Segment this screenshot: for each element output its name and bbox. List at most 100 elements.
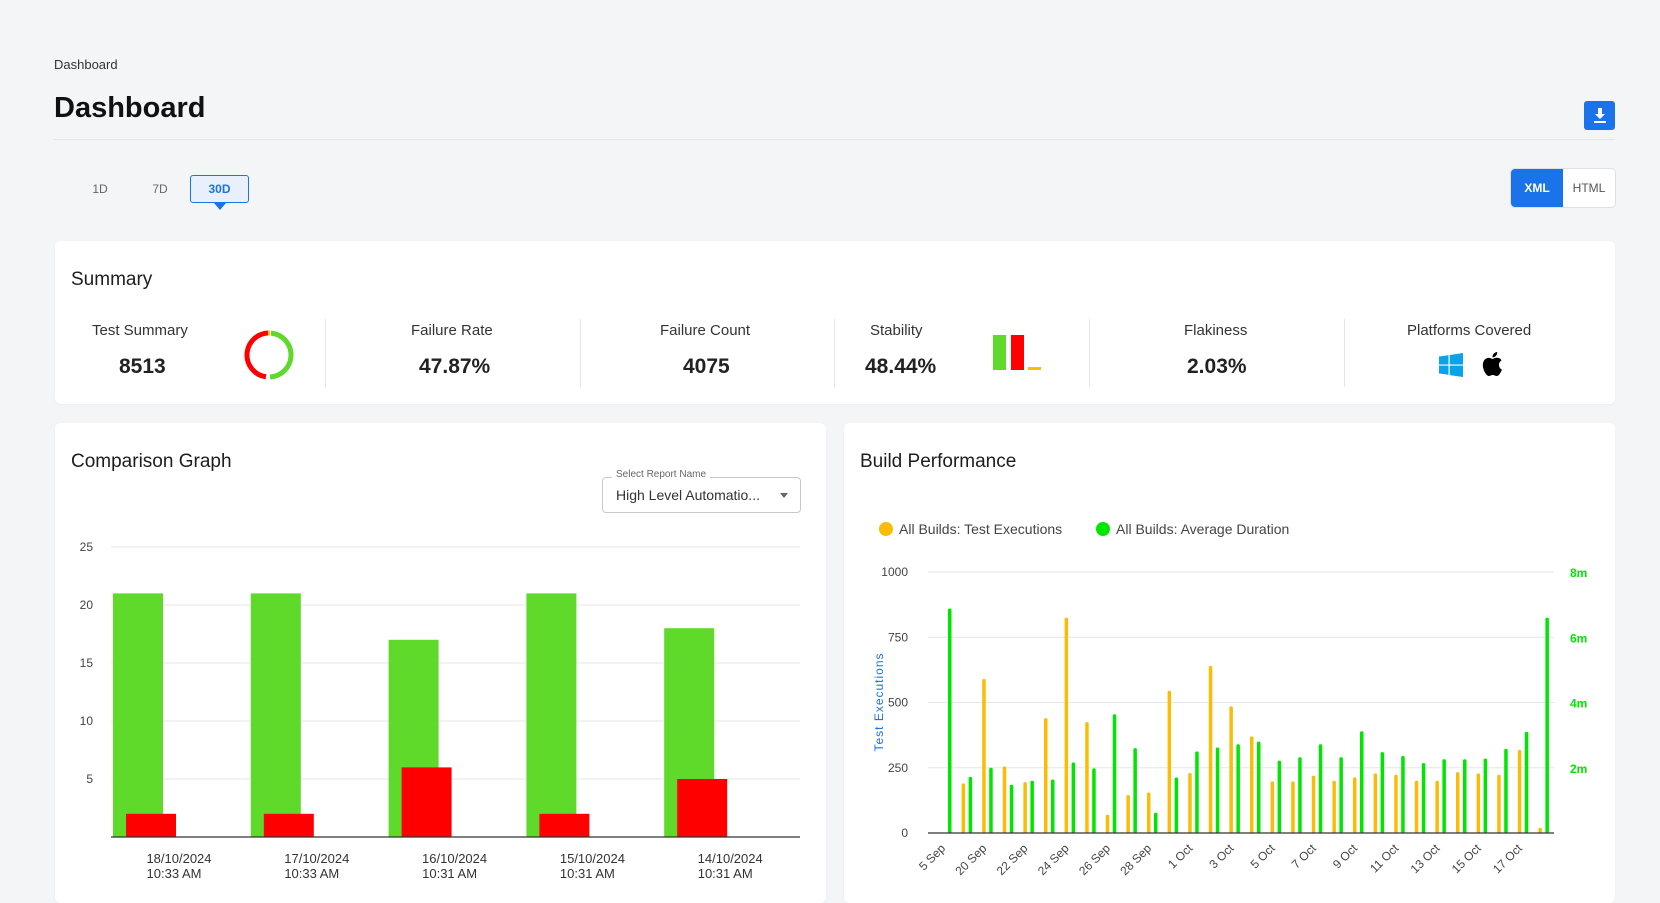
- duration-bar: [1524, 731, 1529, 833]
- x-tick-label: 10:31 AM: [560, 866, 615, 881]
- download-icon: [1593, 107, 1606, 123]
- duration-bar: [1051, 779, 1055, 833]
- y2-tick-label: 2m: [1570, 762, 1587, 776]
- build-performance-chart: All Builds: Test Executions All Builds: A…: [872, 521, 1587, 878]
- executions-bar: [1229, 706, 1233, 833]
- duration-bar: [1071, 762, 1076, 833]
- duration-bar: [1277, 760, 1282, 833]
- executions-bar: [1064, 617, 1069, 833]
- y-axis-title: Test Executions: [872, 652, 886, 751]
- duration-bar: [948, 608, 952, 833]
- tab-30d[interactable]: 30D: [190, 175, 249, 210]
- x-tick-label: 10:33 AM: [147, 866, 202, 881]
- header-divider: [54, 139, 1615, 140]
- executions-bar: [961, 783, 966, 833]
- summary-title: Summary: [71, 269, 153, 290]
- executions-bar: [1291, 781, 1295, 833]
- xml-button[interactable]: XML: [1511, 169, 1563, 207]
- executions-bar: [1002, 766, 1007, 833]
- duration-bar: [1401, 756, 1405, 833]
- stability-bars-icon: [993, 335, 1041, 370]
- duration-bar: [1030, 780, 1034, 833]
- summary-card: Summary Test Summary 8513 Failure Rate 4…: [55, 241, 1615, 404]
- duration-bar: [1421, 763, 1426, 833]
- x-tick-label: 20 Sep: [953, 841, 990, 878]
- executions-bar: [1414, 780, 1419, 833]
- executions-bar: [1105, 814, 1110, 833]
- comparison-graph-title: Comparison Graph: [71, 451, 232, 472]
- flakiness-value: 2.03%: [1187, 355, 1247, 378]
- executions-bar: [1332, 780, 1336, 833]
- download-button[interactable]: [1584, 101, 1615, 130]
- duration-bar: [1298, 757, 1302, 833]
- x-tick-label: 5 Sep: [916, 841, 948, 873]
- build-performance-title: Build Performance: [860, 451, 1017, 472]
- breadcrumb[interactable]: Dashboard: [54, 57, 118, 72]
- executions-bar: [1023, 782, 1027, 833]
- executions-bar: [1517, 750, 1522, 833]
- flakiness-label: Flakiness: [1184, 322, 1248, 339]
- executions-bar: [1167, 690, 1172, 833]
- report-name-value: High Level Automatio...: [616, 487, 760, 503]
- tab-7d[interactable]: 7D: [152, 182, 168, 196]
- x-tick-label: 22 Sep: [994, 841, 1031, 878]
- x-tick-label: 15 Oct: [1449, 841, 1484, 876]
- passed-bar: [526, 593, 577, 837]
- y-tick-label: 5: [86, 772, 93, 786]
- legend-label: All Builds: Test Executions: [899, 521, 1062, 537]
- x-tick-label: 15/10/2024: [560, 851, 625, 866]
- stability-value: 48.44%: [865, 355, 937, 378]
- chevron-down-icon: [780, 493, 788, 498]
- test-summary-value: 8513: [119, 355, 166, 378]
- format-toggle: XML HTML: [1511, 169, 1615, 207]
- duration-bar: [1092, 768, 1096, 833]
- duration-bar: [1504, 748, 1508, 833]
- executions-bar: [1456, 772, 1460, 833]
- failed-bar: [126, 813, 176, 837]
- failed-bar: [263, 813, 314, 837]
- x-tick-label: 18/10/2024: [146, 851, 211, 866]
- legend-dot-executions: [879, 522, 893, 536]
- comparison-graph-card: Comparison Graph High Level Automatio...…: [55, 423, 826, 903]
- duration-bar: [989, 767, 993, 833]
- windows-icon: [1439, 353, 1463, 377]
- failure-rate-value: 47.87%: [419, 355, 491, 378]
- duration-bar: [1442, 759, 1446, 833]
- platforms-label: Platforms Covered: [1407, 322, 1532, 339]
- duration-bar: [1339, 757, 1343, 833]
- x-tick-label: 13 Oct: [1408, 841, 1443, 876]
- passed-bar: [250, 593, 301, 837]
- duration-bar: [968, 776, 973, 833]
- x-tick-label: 16/10/2024: [422, 851, 487, 866]
- duration-bar: [1463, 759, 1467, 833]
- failed-bar: [401, 767, 452, 837]
- failed-bar: [539, 813, 590, 837]
- stability-label: Stability: [870, 322, 923, 339]
- executions-bar: [1126, 795, 1130, 833]
- x-tick-label: 26 Sep: [1076, 841, 1113, 878]
- y2-tick-label: 4m: [1570, 697, 1587, 711]
- build-performance-card: Build Performance All Builds: Test Execu…: [844, 423, 1615, 903]
- html-button[interactable]: HTML: [1563, 169, 1615, 207]
- executions-bar: [1538, 827, 1542, 833]
- executions-bar: [1250, 736, 1254, 833]
- executions-bar: [1188, 772, 1192, 833]
- legend-dot-duration: [1096, 522, 1110, 536]
- executions-bar: [1270, 781, 1275, 833]
- test-summary-label: Test Summary: [92, 322, 188, 339]
- failure-count-value: 4075: [683, 355, 730, 378]
- x-tick-label: 11 Oct: [1367, 841, 1402, 876]
- y-tick-label: 1000: [881, 565, 908, 579]
- apple-icon: [1482, 352, 1502, 377]
- legend-label: All Builds: Average Duration: [1116, 521, 1289, 537]
- duration-bar: [1133, 748, 1137, 833]
- page-title: Dashboard: [54, 92, 206, 124]
- executions-bar: [1044, 718, 1048, 833]
- duration-bar: [1112, 714, 1117, 833]
- x-tick-label: 10:31 AM: [698, 866, 753, 881]
- x-tick-label: 9 Oct: [1330, 841, 1361, 872]
- y-tick-label: 20: [80, 598, 94, 612]
- executions-bar: [1435, 780, 1439, 833]
- tab-1d[interactable]: 1D: [92, 182, 108, 196]
- passed-bar: [113, 593, 163, 837]
